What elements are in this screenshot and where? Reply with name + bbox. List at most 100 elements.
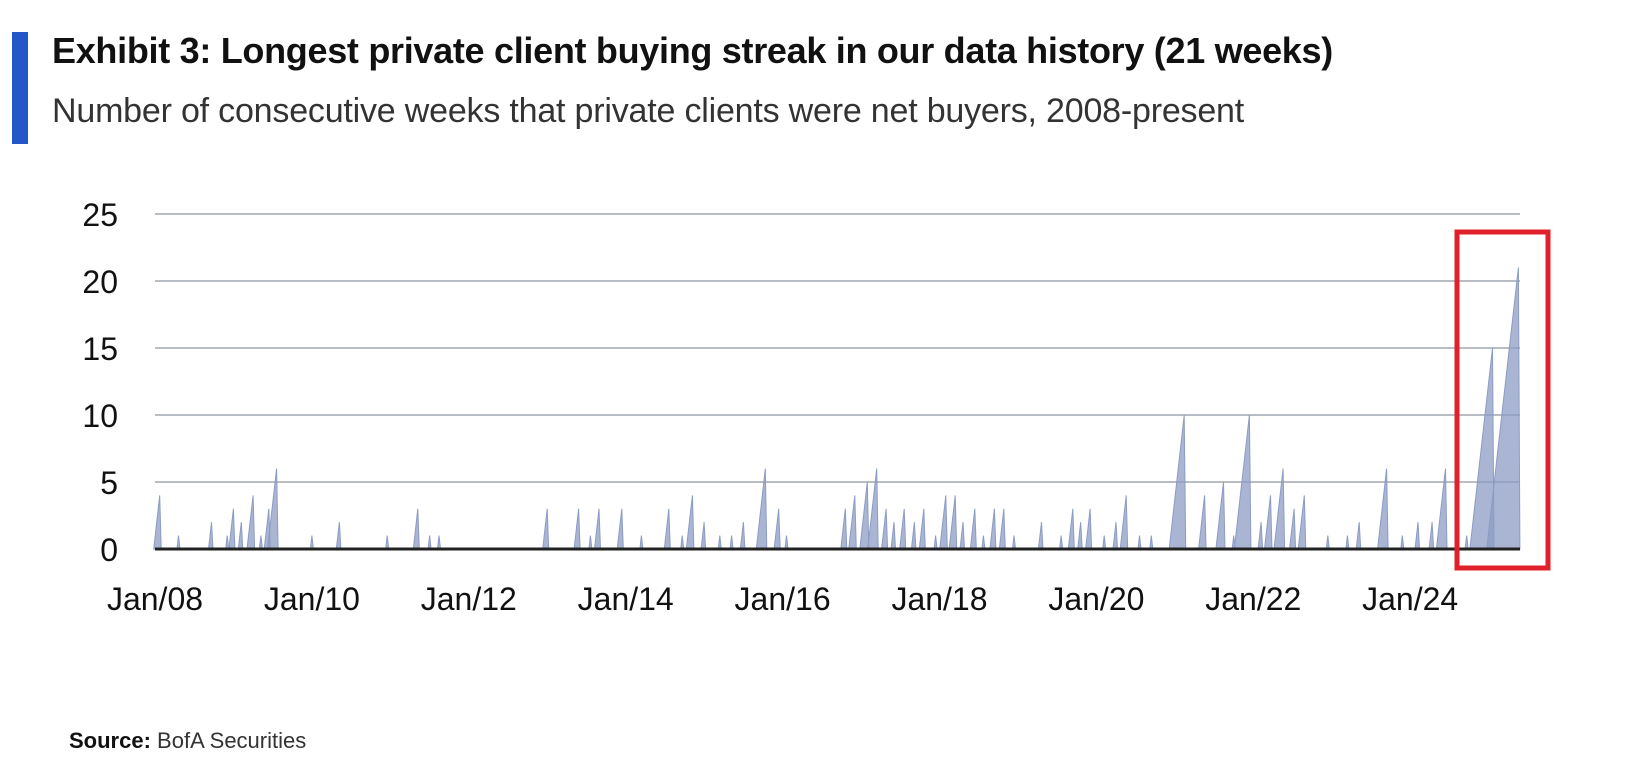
streak-spike — [427, 535, 432, 550]
streak-spike — [939, 495, 948, 550]
streak-spike — [246, 495, 256, 550]
streak-spike — [1059, 535, 1064, 550]
streak-spike — [1435, 468, 1448, 550]
streak-spike — [228, 508, 236, 550]
streak-spike — [1414, 522, 1421, 550]
streak-spike — [1377, 468, 1389, 550]
streak-spike — [1288, 508, 1297, 550]
streak-spike — [593, 508, 602, 550]
gridlines — [155, 213, 1520, 483]
title-accent-bar — [12, 32, 28, 144]
chart-subtitle: Number of consecutive weeks that private… — [52, 92, 1245, 130]
streak-spike — [1215, 481, 1226, 550]
streak-spikes — [153, 267, 1521, 550]
streak-spike — [1077, 522, 1083, 550]
streak-spike — [309, 535, 314, 550]
x-tick-label: Jan/14 — [578, 581, 674, 617]
x-tick-label: Jan/08 — [107, 581, 203, 617]
streak-spike — [933, 535, 938, 550]
streak-spike — [848, 495, 857, 550]
source-text: BofA Securities — [157, 728, 307, 753]
streak-spike — [680, 535, 685, 550]
streak-spike — [989, 508, 997, 550]
streak-spike — [412, 508, 420, 550]
streak-spike — [207, 522, 214, 550]
streak-spike — [981, 535, 986, 550]
y-axis-ticks: 0 5 10 15 20 25 — [82, 197, 118, 568]
streak-spike — [867, 468, 879, 550]
streak-spike — [1464, 535, 1469, 550]
streak-spike — [700, 522, 707, 550]
streak-spike — [859, 481, 870, 550]
streak-spike — [890, 522, 897, 550]
streak-spike — [910, 522, 917, 550]
streak-spike — [225, 535, 230, 550]
x-tick-label: Jan/20 — [1048, 581, 1144, 617]
streak-spike — [1085, 508, 1093, 550]
streak-spike — [948, 495, 958, 550]
streak-spike — [729, 535, 734, 550]
streak-spike — [542, 508, 550, 550]
streak-spike — [1102, 535, 1107, 550]
x-tick-label: Jan/24 — [1362, 581, 1458, 617]
source-label: Source: — [69, 728, 151, 753]
y-tick-label: 15 — [82, 331, 118, 367]
streak-spike — [1037, 522, 1044, 550]
highlight-box — [1454, 229, 1551, 571]
streak-spike — [1325, 535, 1330, 550]
streak-spike — [773, 508, 781, 550]
y-tick-label: 25 — [82, 197, 118, 233]
streak-spike — [755, 468, 768, 550]
x-tick-label: Jan/18 — [891, 581, 987, 617]
streak-spike — [573, 508, 581, 550]
streak-spike — [784, 535, 789, 550]
streak-spike — [1345, 535, 1350, 550]
x-tick-label: Jan/22 — [1205, 581, 1301, 617]
streak-spike — [1273, 468, 1286, 550]
streak-spike — [1263, 495, 1273, 550]
streak-spike — [385, 535, 390, 550]
source-note: Source: BofA Securities — [69, 728, 306, 754]
streak-spike — [616, 508, 624, 550]
x-tick-label: Jan/16 — [735, 581, 831, 617]
streak-spike — [685, 495, 695, 550]
x-axis-ticks: Jan/08 Jan/10 Jan/12 Jan/14 Jan/16 Jan/18 Jan/… — [107, 581, 1458, 617]
streak-spike — [1011, 535, 1017, 550]
streak-spike — [1400, 535, 1405, 550]
streak-spike — [1112, 522, 1119, 550]
streak-spike — [258, 535, 263, 550]
streak-spike — [1067, 508, 1075, 550]
streak-spike — [153, 495, 162, 550]
streak-spike — [588, 535, 593, 550]
streak-spike — [969, 508, 977, 550]
y-tick-label: 5 — [100, 465, 118, 501]
y-tick-label: 10 — [82, 398, 118, 434]
y-tick-label: 0 — [100, 532, 118, 568]
streak-spike — [663, 508, 671, 550]
streak-spike — [918, 508, 926, 550]
x-tick-label: Jan/10 — [264, 581, 360, 617]
streak-spike — [881, 508, 889, 550]
streak-spike — [1137, 535, 1142, 550]
x-tick-label: Jan/12 — [421, 581, 517, 617]
streak-spike — [1355, 522, 1362, 550]
streak-spike — [639, 535, 644, 550]
chart-title: Exhibit 3: Longest private client buying… — [52, 30, 1333, 71]
streak-chart: 0 5 10 15 20 25 Jan/08 Jan/10 Jan/12 Jan/14 Jan/1… — [82, 197, 1551, 617]
streak-spike — [959, 522, 966, 550]
streak-spike — [1297, 495, 1307, 550]
streak-spike — [1149, 535, 1154, 550]
streak-spike — [176, 535, 181, 550]
streak-spike — [1198, 495, 1207, 550]
streak-spike — [436, 535, 442, 550]
streak-spike — [840, 508, 848, 550]
streak-spike — [237, 522, 244, 550]
streak-spike — [1428, 522, 1435, 550]
streak-spike — [1119, 495, 1129, 550]
y-tick-label: 20 — [82, 264, 118, 300]
streak-spike — [998, 508, 1006, 550]
streak-spike — [335, 522, 342, 550]
streak-spike — [899, 508, 907, 550]
streak-spike — [739, 522, 746, 550]
streak-spike — [717, 535, 722, 550]
